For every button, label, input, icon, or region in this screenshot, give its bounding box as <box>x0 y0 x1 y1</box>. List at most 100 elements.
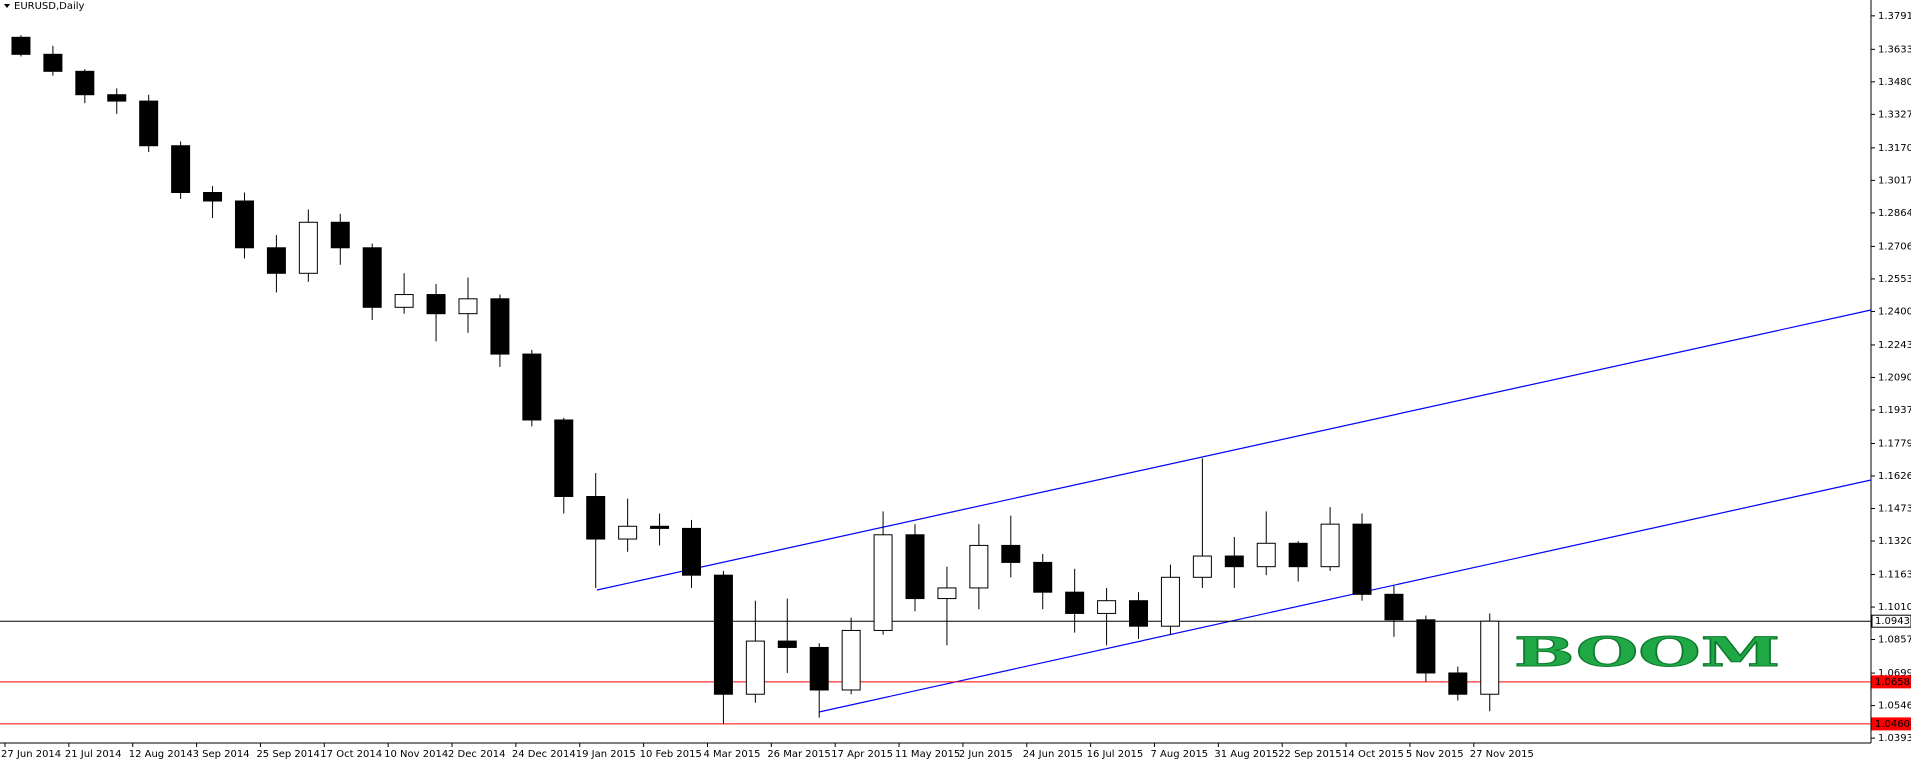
price-label: 1.09435 <box>1875 616 1911 627</box>
y-tick-label: 1.28640 <box>1878 208 1911 219</box>
candle-body <box>11 36 31 55</box>
candle-body <box>1256 542 1276 568</box>
candle-body <box>490 298 510 355</box>
price-label: 1.06582 <box>1875 677 1911 688</box>
y-tick-label: 1.27065 <box>1878 241 1911 252</box>
candle-body <box>905 534 925 600</box>
y-tick-label: 1.05465 <box>1878 701 1911 712</box>
candle-body <box>298 221 318 274</box>
x-tick-label: 2 Dec 2014 <box>448 749 506 760</box>
candle-body <box>139 100 159 147</box>
candle-body <box>234 200 254 249</box>
channel-lower <box>818 479 1872 713</box>
y-tick-label: 1.03935 <box>1878 733 1911 744</box>
y-tick-label: 1.16265 <box>1878 471 1911 482</box>
candle-body <box>330 221 350 249</box>
candle-body <box>1352 523 1372 595</box>
y-tick-label: 1.22430 <box>1878 340 1911 351</box>
price-label-box <box>1871 614 1911 628</box>
y-tick-label: 1.14735 <box>1878 504 1911 515</box>
x-tick-label: 24 Jun 2015 <box>1023 749 1083 760</box>
candle-body <box>1129 600 1149 627</box>
candle-body <box>1065 591 1085 614</box>
chart-title: EURUSD,Daily <box>14 1 85 12</box>
candle-body <box>426 294 446 315</box>
candle-body <box>266 247 286 274</box>
x-tick-label: 26 Mar 2015 <box>767 749 830 760</box>
x-tick-label: 11 May 2015 <box>895 749 960 760</box>
candle-body <box>1416 619 1436 674</box>
candle-body <box>458 298 478 315</box>
candle-body <box>171 145 191 194</box>
x-tick-label: 17 Apr 2015 <box>831 749 893 760</box>
x-tick-label: 10 Nov 2014 <box>384 749 448 760</box>
candle-body <box>1033 561 1053 593</box>
y-tick-label: 1.08575 <box>1878 634 1911 645</box>
candle-body <box>873 534 893 631</box>
x-tick-label: 12 Aug 2014 <box>129 749 193 760</box>
x-tick-label: 4 Mar 2015 <box>703 749 760 760</box>
x-tick-label: 3 Sep 2014 <box>193 749 250 760</box>
candle-body <box>1384 593 1404 621</box>
x-tick-label: 19 Jan 2015 <box>576 749 636 760</box>
candle-body <box>650 525 670 529</box>
x-tick-label: 31 Aug 2015 <box>1214 749 1278 760</box>
x-tick-label: 2 Jun 2015 <box>959 749 1013 760</box>
y-tick-label: 1.17795 <box>1878 438 1911 449</box>
x-tick-label: 5 Nov 2015 <box>1406 749 1464 760</box>
y-tick-label: 1.13205 <box>1878 536 1911 547</box>
x-tick-label: 25 Sep 2014 <box>256 749 319 760</box>
y-tick-label: 1.37910 <box>1878 11 1911 22</box>
candle-body <box>777 640 797 648</box>
y-tick-label: 1.11630 <box>1878 570 1911 581</box>
candle-body <box>1448 672 1468 695</box>
candle-body <box>969 544 989 589</box>
candle-body <box>75 70 95 96</box>
candle-body <box>362 247 382 308</box>
y-tick-label: 1.36335 <box>1878 44 1911 55</box>
menu-arrow[interactable] <box>4 4 10 8</box>
candle-body <box>43 53 63 72</box>
x-tick-label: 27 Nov 2015 <box>1470 749 1534 760</box>
candle-body <box>1288 542 1308 568</box>
candle-body <box>1001 544 1021 563</box>
channel-upper <box>596 309 1872 591</box>
y-tick-label: 1.10100 <box>1878 602 1911 613</box>
x-tick-label: 10 Feb 2015 <box>640 749 702 760</box>
y-tick-label: 1.24005 <box>1878 306 1911 317</box>
y-tick-label: 1.20900 <box>1878 372 1911 383</box>
candle-body <box>586 496 606 540</box>
candle-body <box>1097 600 1117 614</box>
price-label-box <box>1871 717 1911 731</box>
y-tick-label: 1.31700 <box>1878 143 1911 154</box>
candle-body <box>1192 555 1212 578</box>
x-tick-label: 14 Oct 2015 <box>1342 749 1404 760</box>
candle-body <box>713 574 733 695</box>
candle-body <box>841 629 861 691</box>
price-label-box <box>1871 675 1911 689</box>
x-tick-label: 17 Oct 2014 <box>320 749 382 760</box>
x-tick-label: 22 Sep 2015 <box>1278 749 1341 760</box>
y-tick-label: 1.06995 <box>1878 668 1911 679</box>
y-tick-label: 1.34805 <box>1878 77 1911 88</box>
candle-body <box>107 94 127 102</box>
candle-body <box>394 294 414 308</box>
candle-body <box>554 419 574 498</box>
candle-body <box>745 640 765 695</box>
x-tick-label: 24 Dec 2014 <box>512 749 576 760</box>
boom-annotation: BOOM <box>1514 629 1780 676</box>
candle-body <box>618 525 638 540</box>
y-tick-label: 1.30170 <box>1878 175 1911 186</box>
x-tick-label: 21 Jul 2014 <box>65 749 122 760</box>
y-tick-label: 1.33275 <box>1878 109 1911 120</box>
candle-body <box>522 353 542 421</box>
candle-body <box>681 527 701 576</box>
candle-body <box>1224 555 1244 568</box>
candle-body <box>203 192 223 202</box>
x-tick-label: 27 Jun 2014 <box>1 749 61 760</box>
candle-body <box>1320 523 1340 568</box>
candle-body <box>1160 576 1180 627</box>
x-tick-label: 16 Jul 2015 <box>1087 749 1144 760</box>
